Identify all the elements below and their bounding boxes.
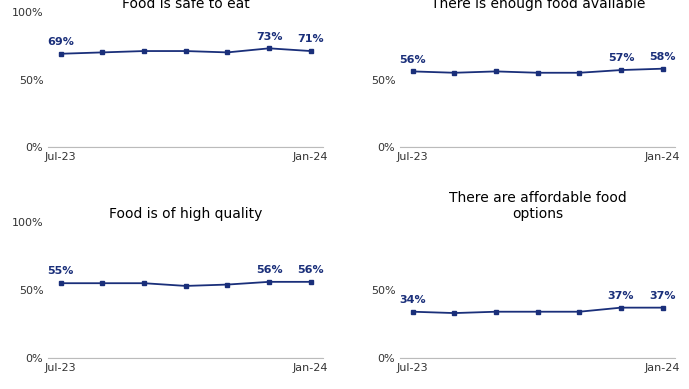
Text: 34%: 34% <box>400 295 426 305</box>
Text: 57%: 57% <box>608 53 635 63</box>
Title: Food is safe to eat: Food is safe to eat <box>122 0 249 11</box>
Text: 69%: 69% <box>48 37 74 47</box>
Title: Food is of high quality: Food is of high quality <box>109 207 263 221</box>
Text: 56%: 56% <box>298 265 324 275</box>
Title: There is enough food available: There is enough food available <box>431 0 645 11</box>
Text: 71%: 71% <box>298 34 324 44</box>
Text: 56%: 56% <box>400 54 426 65</box>
Text: 37%: 37% <box>650 291 676 301</box>
Text: 37%: 37% <box>608 291 635 301</box>
Text: 55%: 55% <box>48 266 74 277</box>
Text: 58%: 58% <box>650 52 676 62</box>
Text: 73%: 73% <box>256 32 282 42</box>
Text: 56%: 56% <box>256 265 282 275</box>
Title: There are affordable food
options: There are affordable food options <box>449 191 626 221</box>
